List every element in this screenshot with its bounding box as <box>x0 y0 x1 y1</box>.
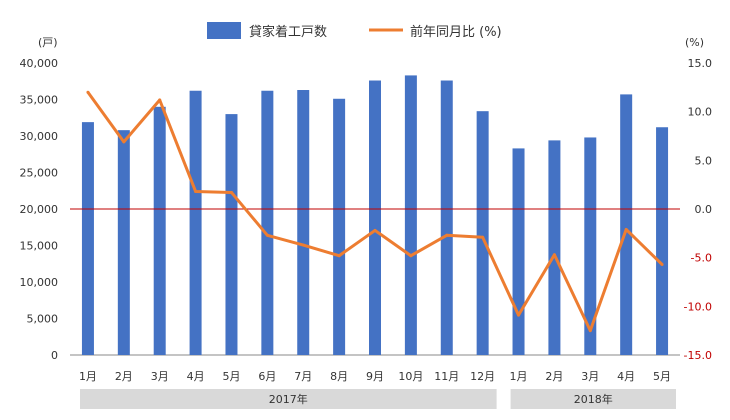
line-point <box>517 313 521 317</box>
legend-label-line: 前年同月比 (%) <box>410 24 502 40</box>
x-tick-label: 10月 <box>398 370 423 383</box>
line-point <box>445 233 449 237</box>
bar <box>369 80 381 356</box>
bar <box>333 98 346 356</box>
y-right-tick-label: -15.0 <box>684 349 712 362</box>
bar <box>297 90 310 355</box>
line-point <box>660 262 664 266</box>
legend-swatch-bar <box>207 22 241 39</box>
line-point <box>588 329 592 333</box>
line-point <box>552 253 556 257</box>
y-left-tick-label: 20,000 <box>20 203 59 216</box>
bar <box>476 111 489 356</box>
x-tick-label: 9月 <box>366 370 384 383</box>
x-tick-label: 6月 <box>258 370 276 383</box>
x-tick-label: 1月 <box>510 370 528 383</box>
y-right-tick-label: -5.0 <box>691 252 712 265</box>
bar <box>153 106 166 355</box>
x-tick-label: 2月 <box>115 370 133 383</box>
year-group-band <box>80 389 497 409</box>
line-point <box>481 235 485 239</box>
x-tick-label: 12月 <box>470 370 495 383</box>
x-axis-groups: 2017年 2018年 <box>80 389 676 409</box>
y-left-unit: (戸) <box>38 36 58 49</box>
y-left-tick-label: 10,000 <box>20 276 59 289</box>
bar <box>620 94 633 355</box>
year-group-label: 2018年 <box>574 392 613 406</box>
y-left-tick-label: 0 <box>51 349 58 362</box>
y-left-tick-label: 5,000 <box>27 313 59 326</box>
x-tick-label: 1月 <box>79 370 97 383</box>
line-point <box>158 98 162 102</box>
legend-label-bar: 貸家着工戸数 <box>249 24 327 40</box>
y-right-unit: (%) <box>685 36 704 49</box>
legend: 貸家着工戸数 前年同月比 (%) <box>207 22 502 40</box>
bar <box>261 90 274 356</box>
bar <box>81 122 94 355</box>
y-left-tick-label: 35,000 <box>20 94 59 107</box>
year-group-band <box>510 389 676 409</box>
line-point <box>301 243 305 247</box>
y-right-tick-label: 0.0 <box>695 203 713 216</box>
y-right-tick-label: 5.0 <box>695 154 713 167</box>
line-point <box>122 140 126 144</box>
x-tick-label: 2月 <box>545 370 563 383</box>
year-group-label: 2017年 <box>269 392 308 406</box>
y-right-tick-label: 10.0 <box>688 106 713 119</box>
x-tick-label: 4月 <box>617 370 635 383</box>
bar <box>440 80 453 356</box>
y-left-tick-label: 40,000 <box>20 57 59 70</box>
x-tick-label: 3月 <box>151 370 169 383</box>
bar <box>225 114 238 355</box>
line-series <box>86 90 664 333</box>
y-right-tick-label: 15.0 <box>688 57 713 70</box>
x-tick-label: 4月 <box>187 370 205 383</box>
x-tick-label: 11月 <box>434 370 459 383</box>
y-left-tick-label: 25,000 <box>20 167 59 180</box>
axes: 0 5,000 10,000 15,000 20,000 25,000 30,000 35,0… <box>20 57 713 362</box>
line-point <box>229 190 233 194</box>
line-point <box>337 254 341 258</box>
line-point <box>265 233 269 237</box>
x-tick-label: 3月 <box>581 370 599 383</box>
bar <box>512 148 525 355</box>
bar <box>584 137 597 355</box>
line-point <box>409 254 413 258</box>
x-tick-label: 5月 <box>653 370 671 383</box>
x-axis-labels: 1月 2月 3月 4月 5月 6月 7月 8月 9月 10月 11月 12月 1月 2月 3月 4月 5月 <box>79 370 671 383</box>
x-tick-label: 8月 <box>330 370 348 383</box>
x-tick-label: 7月 <box>294 370 312 383</box>
line-point <box>86 90 90 94</box>
y-right-tick-label: -10.0 <box>684 300 712 313</box>
line-point <box>194 189 198 193</box>
y-left-tick-label: 15,000 <box>20 240 59 253</box>
bar <box>548 140 561 355</box>
bar <box>404 75 417 355</box>
bar <box>117 130 130 355</box>
line-point <box>624 227 628 231</box>
line-point <box>373 228 377 232</box>
x-tick-label: 5月 <box>222 370 240 383</box>
bar <box>656 127 669 356</box>
y-left-tick-label: 30,000 <box>20 130 59 143</box>
bar-series <box>81 75 669 356</box>
bar <box>189 90 202 356</box>
